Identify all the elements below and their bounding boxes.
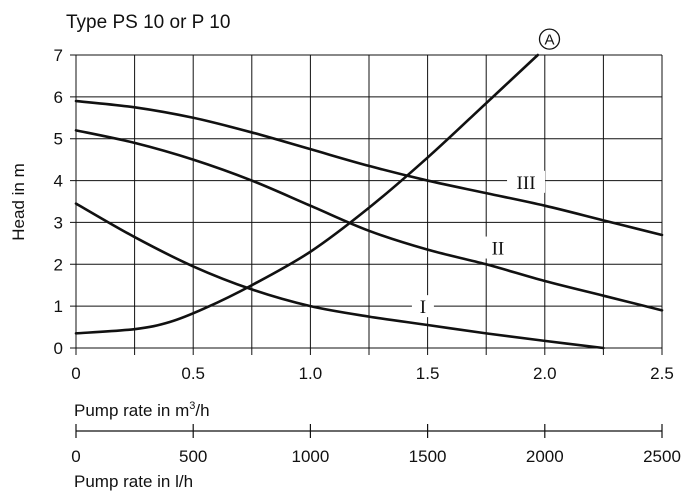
y-tick-label: 4 — [54, 172, 63, 191]
y-tick-label: 7 — [54, 46, 63, 65]
x-axis-title-main: Pump rate in m — [74, 401, 189, 420]
secondary-x-axis: 0 500 1000 1500 2000 2500 — [71, 424, 681, 466]
curve-label-i: I — [420, 297, 426, 318]
x-axis-title-sup: 3 — [189, 400, 195, 412]
y-tick-label: 1 — [54, 297, 63, 316]
x-tick-label: 2.5 — [650, 364, 674, 383]
curve-label-background — [507, 170, 546, 193]
x-tick-label: 0 — [71, 364, 80, 383]
x-tick-label: 0.5 — [181, 364, 205, 383]
curves — [74, 53, 664, 350]
y-tick-label: 2 — [54, 255, 63, 274]
x-tick-label: 1.0 — [299, 364, 323, 383]
y-axis-title: Head in m — [9, 163, 28, 240]
y-tick-label: 5 — [54, 130, 63, 149]
x-tick-label: 2.0 — [533, 364, 557, 383]
x-tick-label: 1.5 — [416, 364, 440, 383]
curve-a — [74, 53, 540, 335]
curve-ii — [74, 129, 664, 312]
y-tick-label: 3 — [54, 213, 63, 232]
curve-label-iii: III — [517, 173, 536, 194]
secondary-x-axis-title: Pump rate in l/h — [74, 472, 193, 491]
curve-label-background — [482, 236, 513, 259]
x-axis-title-tail: /h — [195, 401, 209, 420]
curve-label-ii: II — [492, 239, 505, 260]
secondary-x-tick-label: 500 — [179, 447, 207, 466]
chart-title: Type PS 10 or P 10 — [66, 12, 230, 33]
secondary-x-tick-label: 1000 — [291, 447, 329, 466]
y-tick-label: 0 — [54, 339, 63, 358]
secondary-x-tick-label: 0 — [71, 447, 80, 466]
curve-iii — [74, 99, 664, 237]
grid — [70, 54, 663, 355]
curve-label-a: A — [544, 32, 554, 49]
x-axis-title: Pump rate in m3/h — [74, 400, 210, 420]
curve-a-marker-circle — [538, 28, 561, 50]
secondary-x-tick-label: 2500 — [643, 447, 681, 466]
curve-label-background — [411, 295, 434, 318]
axis-ticks: 0 1 2 3 4 5 6 7 0 0.5 1.0 1.5 2.0 2.5 — [54, 46, 674, 383]
secondary-x-tick-label: 1500 — [409, 447, 447, 466]
curve-i — [74, 202, 605, 350]
y-tick-label: 6 — [54, 88, 63, 107]
secondary-x-tick-label: 2000 — [526, 447, 564, 466]
